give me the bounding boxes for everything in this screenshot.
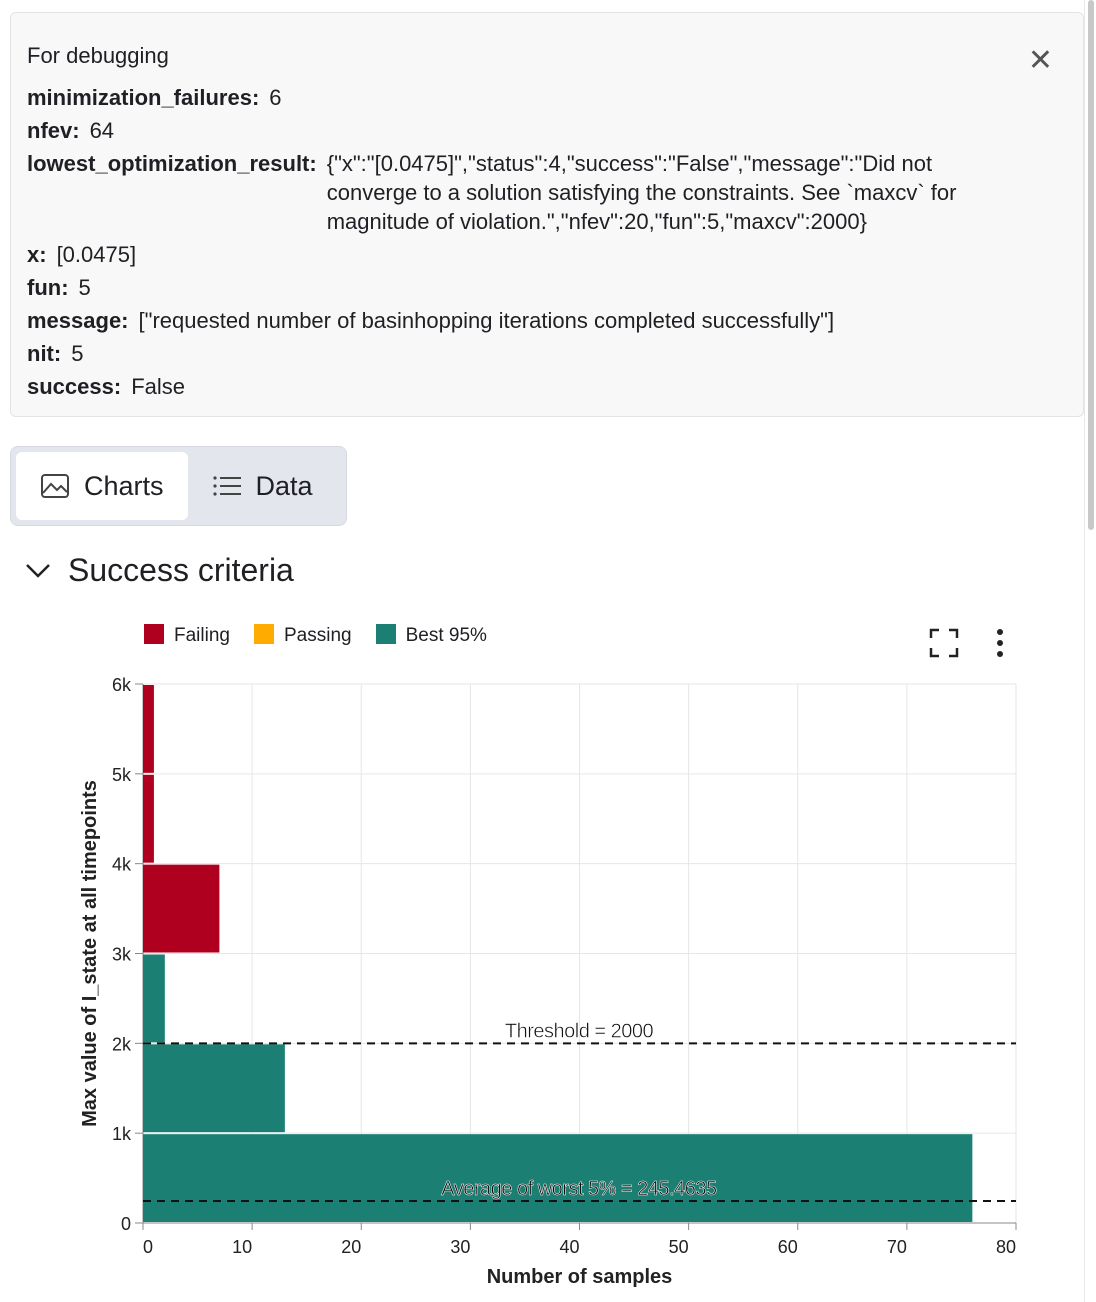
debug-value: 64: [89, 118, 115, 143]
debug-value: 6: [269, 85, 282, 110]
debug-row: nit: 5: [27, 339, 1067, 368]
debug-key: lowest_optimization_result:: [27, 151, 317, 176]
legend-item-passing[interactable]: Passing: [253, 624, 352, 647]
y-tick-label: 2k: [112, 1034, 132, 1054]
more-options-icon[interactable]: [990, 628, 1010, 658]
debug-value: [0.0475]: [56, 242, 137, 267]
debug-key: nit:: [27, 341, 62, 366]
y-tick-label: 5k: [112, 765, 132, 785]
tab-label: Data: [255, 470, 313, 501]
x-tick-label: 80: [996, 1237, 1016, 1257]
x-tick-label: 50: [669, 1237, 689, 1257]
debug-row: message: ["requested number of basinhoppi…: [27, 306, 1067, 335]
list-icon: [212, 476, 241, 496]
section-header[interactable]: Success criteria: [24, 552, 294, 589]
debug-row: nfev: 64: [27, 116, 1067, 145]
debug-value: False: [131, 374, 185, 399]
histogram-bar: [143, 1134, 973, 1222]
legend-label: Passing: [283, 625, 352, 646]
debug-row: lowest_optimization_result: {"x":"[0.0475…: [27, 149, 1067, 236]
histogram-bar: [143, 1044, 285, 1133]
tab-data[interactable]: Data: [188, 452, 337, 520]
debug-key: message:: [27, 308, 129, 333]
y-tick-label: 3k: [112, 945, 132, 965]
x-tick-label: 40: [559, 1237, 579, 1257]
debug-value: 5: [71, 341, 84, 366]
legend-item-failing[interactable]: Failing: [144, 624, 230, 647]
chevron-down-icon: [26, 563, 50, 578]
rule-label: Threshold = 2000: [505, 1020, 654, 1042]
debug-key: minimization_failures:: [27, 85, 260, 110]
debug-value: {"x":"[0.0475]","status":4,"success":"Fa…: [326, 151, 957, 234]
y-axis-title: Max value of I_state at all timepoints: [79, 780, 101, 1127]
histogram-bar: [143, 685, 154, 773]
debug-key: success:: [27, 374, 122, 399]
chart-legend: Failing Passing Best 95%: [144, 624, 487, 647]
x-tick-label: 0: [143, 1237, 153, 1257]
close-icon[interactable]: ✕: [1027, 44, 1053, 77]
x-tick-label: 20: [341, 1237, 361, 1257]
debug-row: minimization_failures: 6: [27, 83, 1067, 112]
legend-item-best[interactable]: Best 95%: [375, 624, 487, 647]
debug-panel: For debugging minimization_failures: 6 nfe…: [10, 12, 1084, 417]
debug-row: x: [0.0475]: [27, 240, 1067, 269]
debug-key: x:: [27, 242, 47, 267]
fullscreen-icon[interactable]: [929, 628, 959, 658]
debug-value: ["requested number of basinhopping itera…: [138, 308, 835, 333]
debug-value: 5: [78, 275, 91, 300]
debug-key: fun:: [27, 275, 69, 300]
tab-label: Charts: [84, 470, 164, 501]
view-tabs: Charts Data: [10, 446, 347, 526]
tab-charts[interactable]: Charts: [16, 452, 188, 520]
x-tick-label: 30: [450, 1237, 470, 1257]
x-axis-title: Number of samples: [487, 1266, 673, 1288]
debug-row: success: False: [27, 372, 1067, 401]
histogram-bar: [143, 774, 154, 863]
scrollbar[interactable]: [1084, 0, 1096, 1302]
x-tick-label: 70: [887, 1237, 907, 1257]
section-title: Success criteria: [68, 552, 294, 588]
image-icon: [41, 474, 69, 498]
x-tick-label: 60: [778, 1237, 798, 1257]
debug-key: nfev:: [27, 118, 80, 143]
y-tick-label: 0: [121, 1214, 131, 1234]
debug-title: For debugging: [27, 43, 169, 68]
debug-row: fun: 5: [27, 273, 1067, 302]
histogram-bar: [143, 864, 220, 953]
y-tick-label: 4k: [112, 855, 132, 875]
legend-label: Best 95%: [405, 625, 487, 646]
y-tick-label: 6k: [112, 675, 132, 695]
histogram-chart: 0 10 20 30 40 50 60 70 80 0 1k 2k 3k 4k 5k 6k Threshold …: [79, 675, 1017, 1288]
legend-label: Failing: [174, 625, 230, 646]
histogram-bar: [143, 954, 165, 1043]
rule-label: Average of worst 5% = 245.4635: [441, 1178, 717, 1200]
x-tick-label: 10: [232, 1237, 252, 1257]
y-tick-label: 1k: [112, 1124, 132, 1144]
